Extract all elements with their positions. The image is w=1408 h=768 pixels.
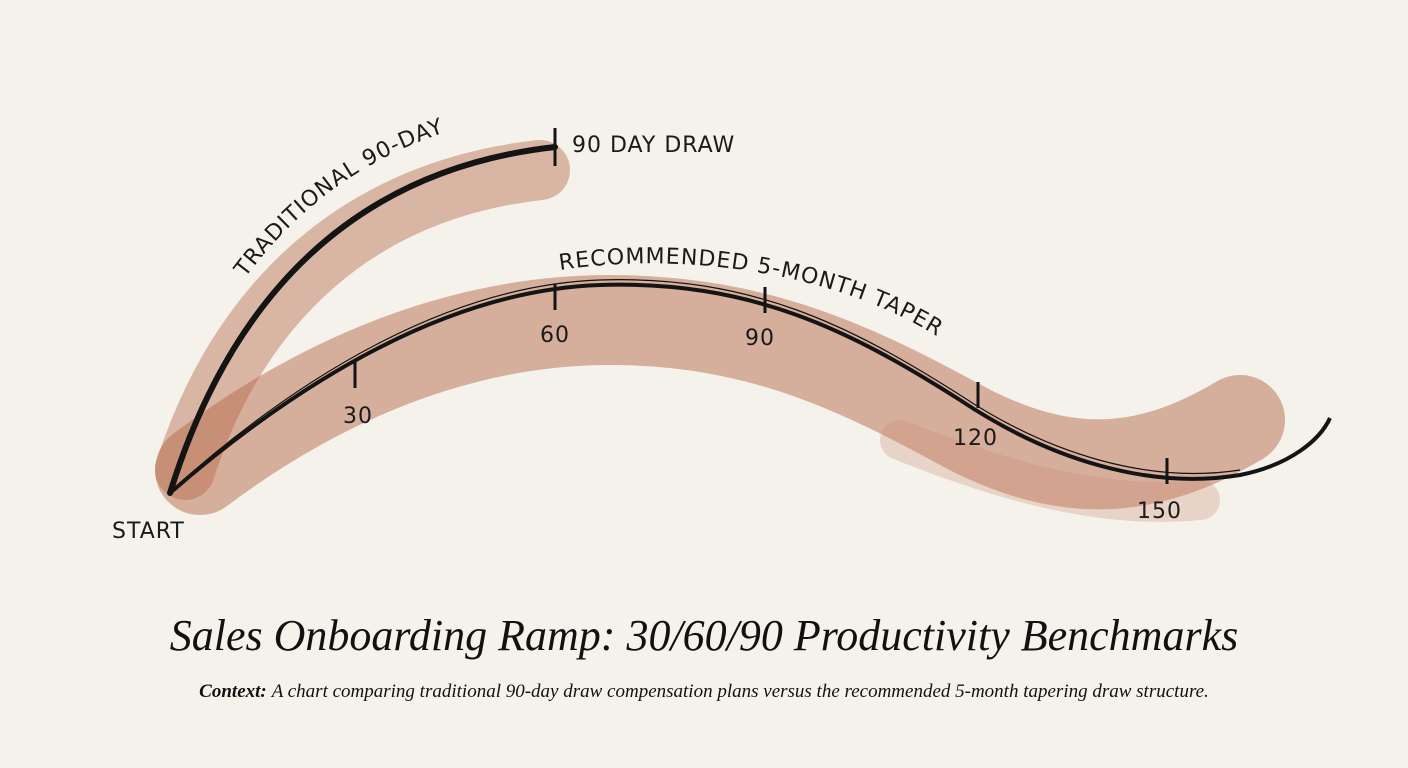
wash-fringe bbox=[880, 420, 1220, 522]
traditional-wash bbox=[155, 140, 570, 500]
context-label: Context: bbox=[199, 681, 267, 702]
marker-label: 120 bbox=[953, 426, 998, 451]
start-label: START bbox=[112, 519, 185, 544]
context-text: A chart comparing traditional 90-day dra… bbox=[270, 681, 1209, 702]
title: Sales Onboarding Ramp: 30/60/90 Producti… bbox=[170, 611, 1238, 660]
marker-label: 90 bbox=[745, 326, 775, 351]
traditional-curve bbox=[167, 144, 558, 496]
marker-label: 60 bbox=[540, 323, 570, 348]
context: Context: A chart comparing traditional 90… bbox=[199, 681, 1209, 702]
marker-label: 30 bbox=[343, 404, 373, 429]
recommended-wash bbox=[155, 274, 1285, 515]
end-label: 90 DAY DRAW bbox=[572, 133, 735, 158]
marker-label: 150 bbox=[1137, 499, 1182, 524]
recommended-curve bbox=[168, 282, 1332, 495]
recommended-curve-line bbox=[171, 279, 1241, 491]
